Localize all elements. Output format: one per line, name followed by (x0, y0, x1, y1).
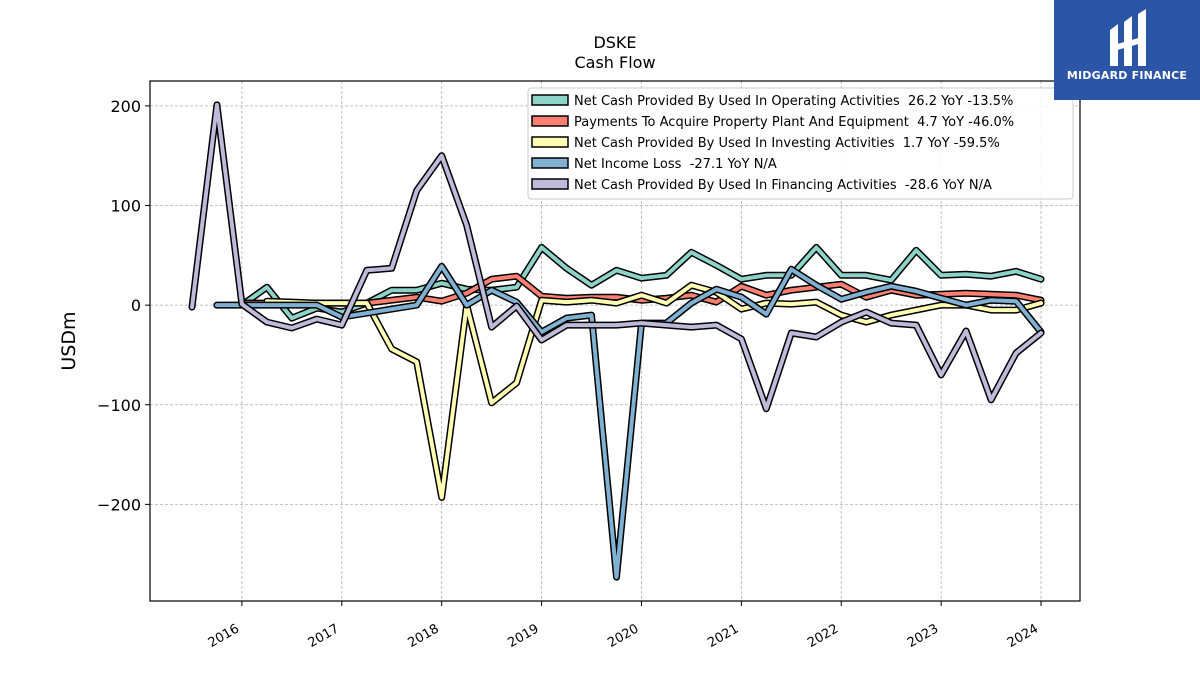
y-tick-label: 200 (110, 97, 141, 116)
series-line (238, 272, 1045, 307)
series-line-fill (190, 102, 1043, 411)
legend-swatch (531, 157, 569, 169)
x-tick-label: 2019 (505, 621, 541, 651)
legend-swatch (531, 115, 569, 127)
series-line-fill (264, 283, 1043, 500)
x-tick-label: 2018 (406, 621, 442, 651)
x-tick-label: 2016 (206, 621, 242, 651)
x-tick-label: 2021 (705, 621, 741, 651)
legend: Net Cash Provided By Used In Operating A… (527, 87, 1074, 200)
logo-mark-icon (1110, 9, 1146, 66)
y-axis-label: USDm (58, 311, 80, 370)
legend-swatch (531, 94, 569, 106)
legend-entry: Net Cash Provided By Used In Financing A… (574, 178, 992, 193)
legend-box (527, 87, 1074, 200)
x-tick-label: 2022 (805, 621, 841, 651)
logo-text: MIDGARD FINANCE (1066, 69, 1188, 82)
chart-title: DSKE (593, 33, 636, 52)
legend-entry: Net Cash Provided By Used In Operating A… (574, 94, 1013, 109)
legend-swatch (531, 178, 569, 190)
series-line-fill (239, 274, 1043, 306)
chart-subtitle: Cash Flow (574, 53, 655, 72)
y-tick-label: −200 (97, 495, 141, 514)
x-tick-label: 2020 (605, 621, 641, 651)
legend-entry: Payments To Acquire Property Plant And E… (574, 115, 1014, 130)
series-line (188, 101, 1045, 413)
series-lines (188, 101, 1045, 581)
midgard-finance-logo: MIDGARD FINANCE (1054, 0, 1200, 100)
series-line-fill (214, 264, 1043, 580)
y-tick-label: −100 (97, 396, 141, 415)
legend-swatch (531, 136, 569, 148)
legend-entry: Net Income Loss -27.1 YoY N/A (574, 157, 777, 172)
series-line (213, 262, 1045, 581)
plot-frame (149, 80, 1081, 602)
x-tick-label: 2024 (1005, 621, 1041, 651)
series-line (263, 281, 1045, 501)
x-tick-label: 2017 (306, 621, 342, 651)
y-tick-label: 100 (110, 197, 141, 216)
legend-entry: Net Cash Provided By Used In Investing A… (574, 136, 1000, 151)
series-line-outline (263, 281, 1045, 501)
y-tick-label: 0 (131, 296, 141, 315)
x-tick-label: 2023 (905, 621, 941, 651)
